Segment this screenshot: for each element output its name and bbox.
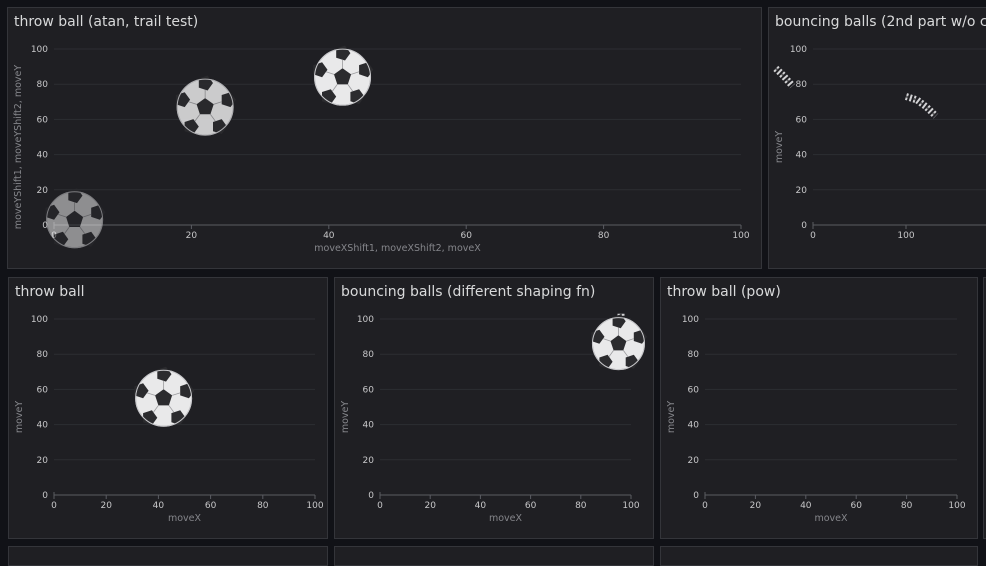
panel-throw-ball[interactable]: throw ball 0 20 40 60 80 100 0 20 40 60 80 100 moveX… <box>8 277 328 539</box>
chart-bouncing-balls-shaping: 0 20 40 60 80 100 0 20 40 60 80 100 moveX moveY <box>340 313 647 524</box>
x-axis-label: moveX <box>814 513 848 524</box>
y-tick-label: 60 <box>37 385 49 395</box>
chart-throw-ball-pow: 0 20 40 60 80 100 0 20 40 60 80 100 moveX moveY <box>666 315 966 524</box>
chart-throw-ball: 0 20 40 60 80 100 0 20 40 60 80 100 moveX moveY <box>14 315 324 524</box>
soccer-ball-point <box>591 314 647 371</box>
x-axis-label: moveXShift1, moveXShift2, moveX <box>314 243 481 254</box>
x-tick-label: 100 <box>948 501 965 511</box>
y-tick-label: 0 <box>801 221 807 231</box>
y-tick-label: 80 <box>688 350 700 360</box>
panel-title[interactable]: bouncing balls (different shaping fn) <box>341 284 596 300</box>
x-axis-label: moveX <box>168 513 202 524</box>
panel-title[interactable]: throw ball <box>15 284 85 300</box>
panel-throw-ball-atan[interactable]: throw ball (atan, trail test) 0 20 40 60 80 1… <box>7 7 762 269</box>
y-tick-label: 80 <box>363 350 375 360</box>
y-tick-label: 20 <box>37 456 49 466</box>
x-tick-label: 100 <box>732 231 749 241</box>
panel-partial <box>334 546 654 566</box>
x-tick-label: 0 <box>377 501 383 511</box>
panel-throw-ball-pow[interactable]: throw ball (pow) 0 20 40 60 80 100 0 20 40 60 80 10… <box>660 277 978 539</box>
x-tick-label: 0 <box>702 501 708 511</box>
soccer-ball-point <box>313 45 374 106</box>
x-tick-label: 20 <box>750 501 762 511</box>
x-tick-label: 80 <box>257 501 269 511</box>
x-tick-label: 60 <box>850 501 862 511</box>
x-tick-label: 100 <box>306 501 323 511</box>
y-tick-label: 40 <box>796 151 808 161</box>
y-tick-label: 20 <box>688 456 700 466</box>
panel-title[interactable]: throw ball (pow) <box>667 284 781 300</box>
chart-throw-ball-atan: 020406080100020406080100moveXShift1, mov… <box>13 45 750 254</box>
y-tick-label: 20 <box>37 186 49 196</box>
y-tick-label: 60 <box>363 385 375 395</box>
x-tick-label: 60 <box>525 501 537 511</box>
x-tick-label: 40 <box>800 501 812 511</box>
y-tick-label: 80 <box>796 80 808 90</box>
ball-motion-trail <box>773 65 796 89</box>
y-tick-label: 60 <box>37 115 49 125</box>
soccer-ball-point <box>175 75 236 136</box>
y-tick-label: 100 <box>682 315 699 325</box>
y-tick-label: 40 <box>37 421 49 431</box>
x-tick-label: 60 <box>460 231 472 241</box>
x-tick-label: 80 <box>575 501 587 511</box>
y-tick-label: 40 <box>37 151 49 161</box>
y-tick-label: 20 <box>363 456 375 466</box>
y-tick-label: 100 <box>31 45 48 55</box>
chart-bouncing-balls-2nd-part: 0 20 40 60 80 100 0 100 moveY <box>773 45 986 241</box>
y-tick-label: 100 <box>31 315 48 325</box>
ball-motion-trail-pattern <box>905 95 937 117</box>
soccer-ball-point <box>45 188 106 249</box>
panel-bouncing-balls-shaping[interactable]: bouncing balls (different shaping fn) 0 2… <box>334 277 654 539</box>
y-tick-label: 0 <box>368 491 374 501</box>
y-tick-label: 0 <box>693 491 699 501</box>
panel-title[interactable]: bouncing balls (2nd part w/o c <box>775 14 986 30</box>
x-tick-label: 20 <box>186 231 198 241</box>
y-tick-label: 0 <box>42 491 48 501</box>
y-tick-label: 80 <box>37 80 49 90</box>
panel-partial <box>660 546 978 566</box>
panel-title[interactable]: throw ball (atan, trail test) <box>14 14 199 30</box>
x-tick-label: 40 <box>153 501 165 511</box>
x-axis-label: moveX <box>489 513 523 524</box>
y-axis-label: moveYShift1, moveYShift2, moveY <box>13 65 24 230</box>
x-tick-label: 20 <box>424 501 436 511</box>
x-tick-label: 0 <box>810 231 816 241</box>
x-tick-label: 0 <box>51 501 57 511</box>
x-tick-label: 60 <box>205 501 217 511</box>
y-axis-label: moveY <box>774 131 785 164</box>
y-tick-label: 100 <box>790 45 807 55</box>
y-axis-label: moveY <box>14 401 25 434</box>
y-tick-label: 60 <box>796 115 808 125</box>
ball-motion-trail <box>904 93 939 119</box>
y-tick-label: 40 <box>688 421 700 431</box>
y-tick-label: 80 <box>37 350 49 360</box>
panel-partial <box>983 277 986 539</box>
y-axis-label: moveY <box>340 401 351 434</box>
x-tick-label: 100 <box>897 231 914 241</box>
x-tick-label: 20 <box>100 501 112 511</box>
y-tick-label: 40 <box>363 421 375 431</box>
x-tick-label: 40 <box>323 231 335 241</box>
soccer-ball-point <box>134 366 195 427</box>
y-tick-label: 20 <box>796 186 808 196</box>
x-tick-label: 80 <box>901 501 913 511</box>
y-tick-label: 100 <box>357 315 374 325</box>
panel-bouncing-balls-2nd-part[interactable]: bouncing balls (2nd part w/o c 0 20 40 60 80… <box>768 7 986 269</box>
y-tick-label: 60 <box>688 385 700 395</box>
x-tick-label: 40 <box>475 501 487 511</box>
ball-motion-trail-pattern <box>775 67 794 87</box>
x-tick-label: 100 <box>622 501 639 511</box>
y-axis-label: moveY <box>666 401 677 434</box>
panel-partial <box>8 546 328 566</box>
x-tick-label: 80 <box>598 231 610 241</box>
y-tick-label: 0 <box>42 221 48 231</box>
